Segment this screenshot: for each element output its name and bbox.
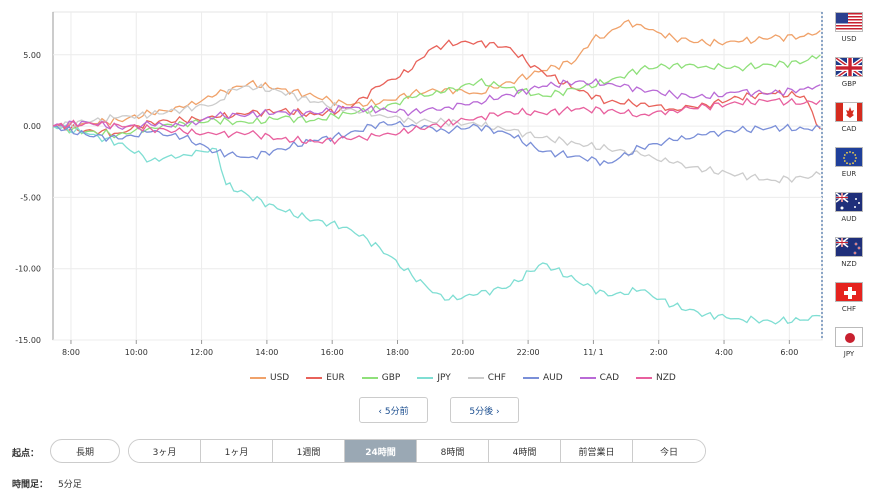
y-tick-label: 0.00 bbox=[23, 122, 41, 131]
uk-flag-icon bbox=[835, 57, 863, 77]
flag-label: EUR bbox=[841, 170, 857, 178]
series-line-aud bbox=[52, 120, 821, 167]
period-option[interactable]: 3ヶ月 bbox=[129, 440, 201, 462]
legend-label: AUD bbox=[542, 373, 563, 383]
legend-swatch bbox=[306, 377, 323, 379]
legend-label: GBP bbox=[381, 373, 401, 383]
x-tick-label: 10:00 bbox=[125, 348, 148, 357]
legend-label: NZD bbox=[656, 373, 676, 383]
series-line-jpy bbox=[52, 124, 821, 325]
period-option[interactable]: 24時間 bbox=[345, 440, 417, 462]
period-option[interactable]: 8時間 bbox=[417, 440, 489, 462]
legend-item-cad[interactable]: CAD bbox=[579, 370, 620, 386]
legend-swatch bbox=[467, 377, 484, 379]
x-tick-label: 12:00 bbox=[190, 348, 213, 357]
australia-flag-icon bbox=[835, 192, 863, 212]
timeframe-label: 時間足： bbox=[12, 480, 49, 490]
period-option[interactable]: 1週間 bbox=[273, 440, 345, 462]
us-flag-icon bbox=[835, 12, 863, 32]
legend-item-nzd[interactable]: NZD bbox=[636, 370, 676, 386]
period-selector: 3ヶ月 1ヶ月 1週間 24時間 8時間 4時間 前営業日 今日 bbox=[128, 439, 706, 463]
x-tick-label: 18:00 bbox=[386, 348, 409, 357]
legend-label: JPY bbox=[437, 373, 451, 383]
flag-item-jpy[interactable]: JPY bbox=[832, 327, 866, 367]
flag-item-eur[interactable]: EUR bbox=[832, 147, 866, 187]
period-option[interactable]: 4時間 bbox=[489, 440, 561, 462]
chart-legend: USD EUR GBP JPY CHF AUD CAD NZD bbox=[250, 370, 693, 386]
legend-label: USD bbox=[270, 373, 290, 383]
legend-swatch bbox=[417, 377, 434, 379]
legend-swatch bbox=[636, 377, 653, 379]
legend-item-usd[interactable]: USD bbox=[250, 370, 289, 386]
legend-label: CAD bbox=[599, 373, 620, 383]
legend-swatch bbox=[579, 377, 596, 379]
y-tick-label: 5.00 bbox=[23, 51, 41, 60]
period-option[interactable]: 1ヶ月 bbox=[201, 440, 273, 462]
plot-frame bbox=[52, 11, 823, 341]
legend-item-eur[interactable]: EUR bbox=[306, 370, 345, 386]
flag-label: AUD bbox=[841, 215, 857, 223]
x-tick-label: 20:00 bbox=[451, 348, 474, 357]
series-line-nzd bbox=[52, 97, 821, 145]
x-tick-label: 8:00 bbox=[62, 348, 80, 357]
legend-label: EUR bbox=[326, 373, 345, 383]
x-tick-label: 22:00 bbox=[517, 348, 540, 357]
legend-label: CHF bbox=[487, 373, 506, 383]
x-tick-label: 14:00 bbox=[255, 348, 278, 357]
flag-item-usd[interactable]: USD bbox=[832, 12, 866, 52]
legend-swatch bbox=[522, 377, 539, 379]
series-line-cad bbox=[52, 77, 821, 131]
flag-item-gbp[interactable]: GBP bbox=[832, 57, 866, 97]
prev-5min-button[interactable]: ‹ 5分前 bbox=[359, 397, 428, 423]
flag-item-aud[interactable]: AUD bbox=[832, 192, 866, 232]
flag-label: CAD bbox=[841, 125, 857, 133]
period-option[interactable]: 前営業日 bbox=[561, 440, 633, 462]
flag-item-chf[interactable]: CHF bbox=[832, 282, 866, 322]
flag-label: USD bbox=[841, 35, 857, 43]
legend-item-aud[interactable]: AUD bbox=[522, 370, 563, 386]
eu-flag-icon bbox=[835, 147, 863, 167]
y-tick-label: -5.00 bbox=[20, 193, 41, 202]
legend-swatch bbox=[250, 377, 266, 379]
x-tick-label: 11/ 1 bbox=[583, 348, 604, 357]
series-line-chf bbox=[52, 83, 821, 184]
long-term-button[interactable]: 長期 bbox=[50, 439, 120, 463]
x-tick-label: 2:00 bbox=[650, 348, 668, 357]
start-point-label: 起点： bbox=[12, 449, 40, 459]
legend-item-jpy[interactable]: JPY bbox=[417, 370, 451, 386]
flag-label: NZD bbox=[841, 260, 857, 268]
next-5min-button[interactable]: 5分後 › bbox=[450, 397, 519, 423]
legend-swatch bbox=[361, 377, 378, 379]
x-tick-label: 16:00 bbox=[321, 348, 344, 357]
x-tick-label: 4:00 bbox=[715, 348, 733, 357]
series-line-eur bbox=[52, 39, 821, 137]
y-tick-label: -10.00 bbox=[15, 265, 41, 274]
legend-item-chf[interactable]: CHF bbox=[467, 370, 506, 386]
period-option[interactable]: 今日 bbox=[633, 440, 705, 462]
japan-flag-icon bbox=[835, 327, 863, 347]
x-tick-label: 6:00 bbox=[780, 348, 798, 357]
flag-item-cad[interactable]: CAD bbox=[832, 102, 866, 142]
flag-label: CHF bbox=[841, 305, 857, 313]
swiss-flag-icon bbox=[835, 282, 863, 302]
flag-label: GBP bbox=[841, 80, 857, 88]
series-line-gbp bbox=[52, 54, 821, 139]
new-zealand-flag-icon bbox=[835, 237, 863, 257]
legend-item-gbp[interactable]: GBP bbox=[361, 370, 401, 386]
timeframe-value: 5分足 bbox=[58, 480, 82, 490]
flag-label: JPY bbox=[843, 350, 855, 358]
y-tick-label: -15.00 bbox=[15, 336, 41, 345]
canada-flag-icon bbox=[835, 102, 863, 122]
flag-item-nzd[interactable]: NZD bbox=[832, 237, 866, 277]
